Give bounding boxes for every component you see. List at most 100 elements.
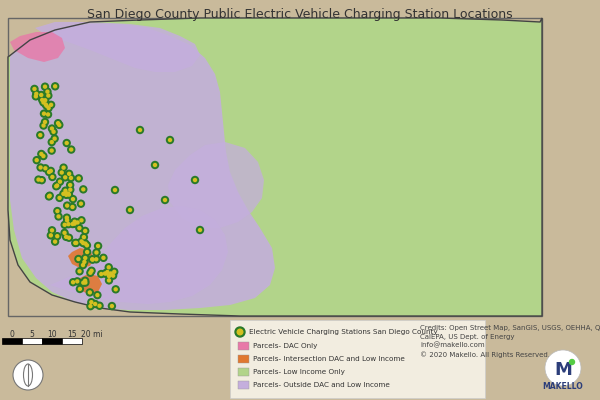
Circle shape [58, 168, 66, 177]
Circle shape [50, 126, 54, 131]
Circle shape [65, 218, 70, 222]
Circle shape [63, 188, 68, 193]
Circle shape [88, 270, 92, 275]
Circle shape [50, 140, 54, 144]
Circle shape [41, 164, 50, 172]
Circle shape [56, 178, 64, 186]
Text: Credits: Open Street Map, SanGIS, USGS, OEHHA, QGIS,
CalEPA, US Dept. of Energy
: Credits: Open Street Map, SanGIS, USGS, … [420, 325, 600, 358]
Text: 20 mi: 20 mi [81, 330, 103, 339]
Circle shape [128, 208, 132, 212]
Circle shape [51, 238, 59, 246]
Text: Parcels- DAC Only: Parcels- DAC Only [253, 343, 317, 349]
Circle shape [44, 104, 49, 108]
Circle shape [62, 139, 71, 147]
Circle shape [46, 112, 50, 117]
Circle shape [39, 93, 43, 97]
Polygon shape [35, 22, 200, 72]
Circle shape [70, 222, 75, 226]
Circle shape [32, 87, 37, 91]
Circle shape [93, 291, 101, 299]
Circle shape [34, 92, 38, 96]
Circle shape [99, 254, 107, 262]
Circle shape [77, 269, 82, 274]
Circle shape [113, 287, 118, 292]
Circle shape [62, 191, 70, 199]
Circle shape [198, 228, 202, 232]
Circle shape [65, 203, 70, 208]
Circle shape [52, 182, 61, 190]
Circle shape [94, 250, 98, 255]
Circle shape [79, 202, 83, 206]
Circle shape [79, 278, 88, 287]
Polygon shape [50, 206, 228, 304]
Circle shape [71, 239, 79, 247]
Text: Parcels- Intersection DAC and Low Income: Parcels- Intersection DAC and Low Income [253, 356, 405, 362]
Circle shape [49, 103, 53, 107]
Circle shape [61, 229, 69, 237]
Circle shape [49, 148, 54, 153]
Circle shape [105, 276, 113, 284]
Circle shape [72, 239, 80, 247]
Bar [2, 338, 22, 344]
Text: San Diego County Public Electric Vehicle Charging Station Locations: San Diego County Public Electric Vehicle… [87, 8, 513, 21]
Circle shape [76, 220, 80, 225]
Circle shape [89, 300, 94, 304]
Circle shape [76, 257, 80, 261]
Circle shape [65, 190, 73, 199]
Circle shape [67, 172, 71, 176]
Circle shape [65, 234, 73, 242]
Circle shape [40, 121, 48, 130]
Circle shape [77, 237, 86, 246]
Circle shape [44, 110, 52, 119]
Text: 0: 0 [10, 330, 14, 339]
Circle shape [83, 241, 91, 250]
Circle shape [77, 176, 81, 180]
Circle shape [63, 201, 71, 210]
Circle shape [54, 184, 58, 188]
Circle shape [43, 102, 51, 110]
Circle shape [81, 254, 89, 262]
Circle shape [83, 256, 88, 260]
Circle shape [73, 277, 82, 286]
Circle shape [40, 178, 44, 182]
Circle shape [168, 138, 172, 142]
Circle shape [81, 278, 89, 287]
Circle shape [47, 146, 56, 155]
Circle shape [55, 209, 59, 213]
Circle shape [79, 185, 88, 194]
Circle shape [32, 90, 40, 98]
Circle shape [83, 280, 88, 285]
Circle shape [38, 96, 46, 104]
Circle shape [90, 257, 94, 262]
Circle shape [88, 266, 96, 275]
Circle shape [64, 193, 68, 197]
Circle shape [77, 200, 85, 208]
Circle shape [108, 302, 116, 310]
Circle shape [55, 121, 64, 129]
Circle shape [82, 235, 86, 239]
Circle shape [58, 180, 62, 184]
Circle shape [108, 272, 112, 277]
Circle shape [97, 304, 102, 308]
Circle shape [65, 170, 73, 178]
Circle shape [55, 212, 63, 221]
Circle shape [50, 175, 55, 179]
Circle shape [107, 274, 111, 278]
Text: 10: 10 [47, 330, 57, 339]
Circle shape [44, 102, 48, 107]
Circle shape [59, 190, 68, 198]
Circle shape [41, 154, 46, 158]
Circle shape [94, 257, 98, 262]
Circle shape [151, 161, 159, 169]
Circle shape [138, 128, 142, 132]
Circle shape [41, 100, 50, 109]
Circle shape [106, 270, 115, 279]
Circle shape [73, 222, 77, 226]
Circle shape [67, 236, 71, 240]
Circle shape [104, 263, 113, 272]
Polygon shape [76, 274, 102, 294]
Circle shape [163, 198, 167, 202]
Circle shape [81, 280, 86, 285]
Circle shape [50, 228, 54, 232]
Circle shape [59, 164, 68, 172]
